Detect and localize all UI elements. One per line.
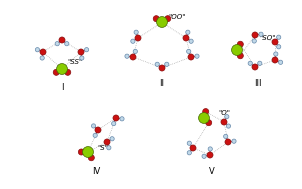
Circle shape [125, 54, 129, 58]
Text: "OO": "OO" [168, 14, 185, 20]
Circle shape [208, 147, 212, 151]
Circle shape [93, 133, 97, 137]
Circle shape [59, 37, 65, 43]
Circle shape [248, 61, 252, 65]
Circle shape [272, 39, 278, 45]
Text: "SS": "SS" [67, 59, 82, 65]
Circle shape [188, 54, 194, 60]
Circle shape [232, 45, 243, 55]
Circle shape [225, 139, 231, 145]
Circle shape [274, 52, 278, 56]
Circle shape [259, 32, 263, 36]
Circle shape [35, 48, 40, 52]
Text: "O": "O" [218, 110, 230, 116]
Circle shape [65, 42, 69, 46]
Circle shape [187, 141, 191, 145]
Circle shape [198, 113, 209, 123]
Circle shape [187, 49, 191, 53]
Text: III: III [254, 78, 262, 88]
Text: II: II [159, 78, 165, 88]
Circle shape [252, 64, 258, 70]
Circle shape [82, 146, 93, 157]
Circle shape [252, 32, 258, 38]
Circle shape [183, 35, 189, 41]
Circle shape [153, 16, 159, 22]
Circle shape [202, 154, 206, 158]
Circle shape [272, 57, 278, 63]
Circle shape [155, 62, 159, 66]
Circle shape [237, 41, 243, 47]
Circle shape [223, 134, 228, 139]
Circle shape [88, 155, 94, 161]
Text: I: I [61, 84, 63, 92]
Circle shape [133, 49, 137, 53]
Circle shape [131, 39, 135, 43]
Circle shape [113, 115, 119, 121]
Circle shape [232, 139, 236, 143]
Text: "S": "S" [97, 145, 108, 151]
Circle shape [65, 69, 71, 75]
Circle shape [278, 60, 283, 64]
Circle shape [95, 127, 101, 133]
Circle shape [53, 69, 59, 75]
Circle shape [226, 124, 231, 128]
Circle shape [225, 115, 229, 119]
Circle shape [120, 117, 124, 121]
Circle shape [85, 48, 89, 52]
Circle shape [187, 151, 191, 155]
Circle shape [189, 39, 193, 43]
Circle shape [207, 152, 213, 158]
Circle shape [92, 124, 96, 128]
Circle shape [277, 45, 281, 49]
Circle shape [258, 61, 262, 65]
Circle shape [107, 146, 111, 150]
Circle shape [195, 54, 199, 58]
Text: IV: IV [92, 167, 100, 177]
Circle shape [40, 49, 46, 55]
Circle shape [186, 30, 190, 34]
Circle shape [221, 119, 227, 125]
Circle shape [252, 39, 256, 43]
Text: "SO": "SO" [259, 35, 275, 41]
Circle shape [78, 49, 84, 55]
Circle shape [40, 56, 44, 60]
Circle shape [134, 30, 138, 34]
Text: V: V [209, 167, 215, 177]
Circle shape [56, 64, 67, 74]
Circle shape [80, 56, 84, 60]
Circle shape [112, 122, 116, 126]
Circle shape [156, 17, 167, 27]
Circle shape [165, 16, 171, 22]
Circle shape [55, 42, 59, 46]
Circle shape [130, 54, 136, 60]
Circle shape [159, 65, 165, 71]
Circle shape [203, 108, 209, 115]
Circle shape [165, 62, 169, 66]
Circle shape [206, 120, 212, 126]
Circle shape [135, 35, 141, 41]
Circle shape [104, 139, 110, 145]
Circle shape [277, 35, 281, 39]
Circle shape [237, 53, 243, 59]
Circle shape [110, 137, 114, 141]
Circle shape [190, 145, 196, 151]
Circle shape [78, 149, 84, 155]
